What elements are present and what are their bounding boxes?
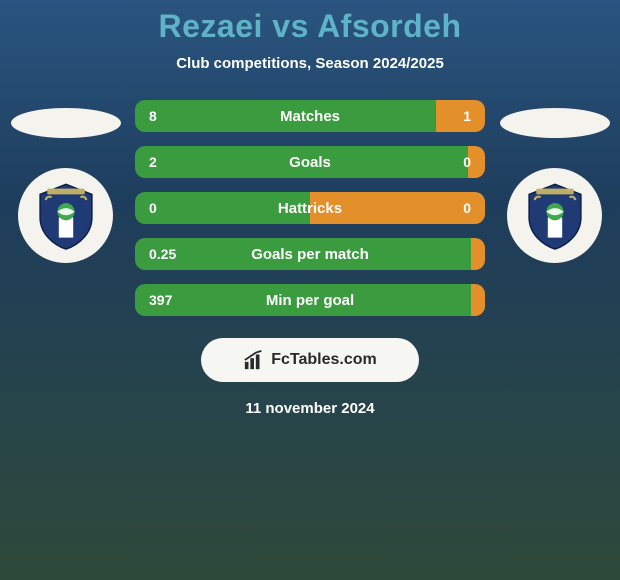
- comparison-infographic: Rezaei vs Afsordeh Club competitions, Se…: [0, 0, 620, 580]
- player-photo-placeholder-right: [500, 108, 610, 138]
- left-player-column: [8, 100, 123, 263]
- content-row: 81Matches 20Goals 00Hattricks 0.25Goals per…: [0, 100, 620, 316]
- stat-bar-left-value: 0: [135, 192, 310, 224]
- stat-bar-left-value: 397: [135, 284, 471, 316]
- stat-bar-left-value: 8: [135, 100, 436, 132]
- right-player-column: [497, 100, 612, 263]
- stat-bar-right-value: 0: [310, 192, 485, 224]
- club-crest-icon: [30, 180, 102, 252]
- stat-bar-left-value: 2: [135, 146, 468, 178]
- page-title: Rezaei vs Afsordeh: [0, 8, 620, 45]
- date-label: 11 november 2024: [0, 400, 620, 417]
- bar-chart-icon: [243, 349, 265, 371]
- player-photo-placeholder-left: [11, 108, 121, 138]
- page-subtitle: Club competitions, Season 2024/2025: [0, 55, 620, 72]
- stat-bar-left-value: 0.25: [135, 238, 471, 270]
- stat-bar: 397Min per goal: [135, 284, 485, 316]
- stat-bars: 81Matches 20Goals 00Hattricks 0.25Goals per…: [135, 100, 485, 316]
- branding-pill: FcTables.com: [201, 338, 419, 382]
- stat-bar-right-value: [471, 238, 485, 270]
- club-badge-left: [18, 168, 113, 263]
- stat-bar-right-value: 1: [436, 100, 485, 132]
- stat-bar-right-value: 0: [468, 146, 486, 178]
- club-badge-right: [507, 168, 602, 263]
- stat-bar: 00Hattricks: [135, 192, 485, 224]
- stat-bar: 0.25Goals per match: [135, 238, 485, 270]
- branding-text: FcTables.com: [271, 351, 377, 369]
- stat-bar: 81Matches: [135, 100, 485, 132]
- club-crest-icon: [519, 180, 591, 252]
- stat-bar: 20Goals: [135, 146, 485, 178]
- stat-bar-right-value: [471, 284, 485, 316]
